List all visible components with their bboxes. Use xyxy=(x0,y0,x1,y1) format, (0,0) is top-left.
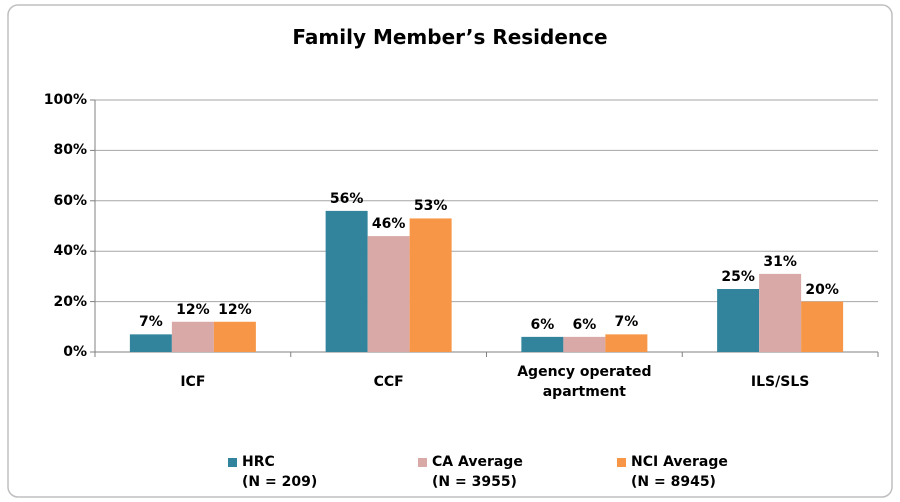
y-tick-label: 80% xyxy=(53,142,87,159)
bar xyxy=(605,334,648,352)
bar xyxy=(409,218,452,352)
bar xyxy=(213,321,256,352)
legend-swatch xyxy=(228,458,237,467)
x-tick-label: ICF xyxy=(180,374,206,390)
legend-swatch xyxy=(418,458,427,467)
legend-swatch xyxy=(617,458,626,467)
data-label: 56% xyxy=(329,190,364,207)
data-label: 31% xyxy=(763,253,797,270)
data-label: 7% xyxy=(138,314,163,331)
y-tick-label: 0% xyxy=(63,344,87,360)
x-tick-label: CCF xyxy=(373,374,404,390)
bar xyxy=(367,236,410,352)
data-label: 46% xyxy=(371,216,406,233)
bar xyxy=(801,301,844,352)
y-tick-label: 60% xyxy=(53,192,87,209)
legend-label: NCI Average (N = 8945) xyxy=(631,454,728,490)
bar xyxy=(717,289,760,352)
legend-label: CA Average (N = 3955) xyxy=(432,454,523,490)
bar xyxy=(521,336,564,352)
y-tick-label: 100% xyxy=(43,92,87,108)
y-tick-label: 40% xyxy=(53,243,87,260)
y-tick-label: 20% xyxy=(53,293,87,310)
data-label: 12% xyxy=(218,301,252,318)
bar xyxy=(759,273,802,352)
data-label: 53% xyxy=(413,198,448,215)
x-tick-label: Agency operated apartment xyxy=(517,364,652,400)
data-label: 6% xyxy=(530,316,555,333)
data-label: 6% xyxy=(572,316,597,333)
data-label: 7% xyxy=(614,314,639,331)
bar xyxy=(325,210,368,352)
bar xyxy=(171,321,214,352)
bar xyxy=(129,334,172,352)
x-tick-label: ILS/SLS xyxy=(750,374,810,390)
data-label: 20% xyxy=(805,281,839,298)
data-label: 25% xyxy=(721,269,755,285)
chart-title: Family Member’s Residence xyxy=(292,25,608,49)
bar xyxy=(563,336,606,352)
legend-label: HRC (N = 209) xyxy=(242,454,318,490)
data-label: 12% xyxy=(176,301,210,318)
